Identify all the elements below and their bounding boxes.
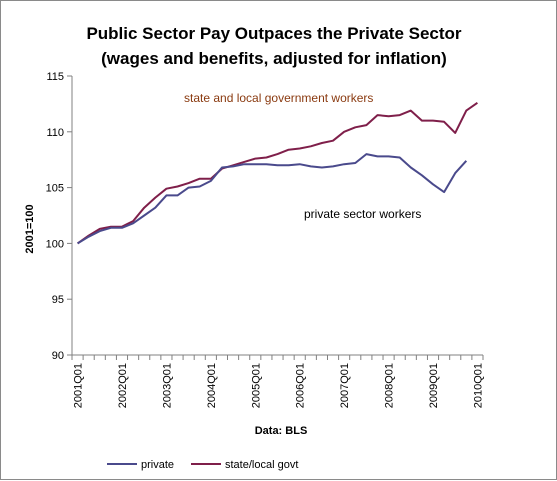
- x-tick-label: 2009Q01: [428, 363, 440, 408]
- y-tick-label: 90: [52, 350, 64, 362]
- x-axis-label: Data: BLS: [255, 425, 308, 437]
- chart-subtitle: (wages and benefits, adjusted for inflat…: [101, 49, 447, 68]
- series-line-state-local-govt: [77, 101, 478, 245]
- series-line-private: [77, 153, 468, 245]
- x-tick-label: 2003Q01: [161, 363, 173, 408]
- y-tick-label: 115: [46, 71, 64, 83]
- x-tick-label: 2007Q01: [339, 363, 351, 408]
- x-tick-label: 2010Q01: [472, 363, 484, 408]
- y-tick-label: 95: [52, 294, 64, 306]
- annotation-private: private sector workers: [304, 207, 421, 221]
- x-tick-label: 2008Q01: [384, 363, 396, 408]
- x-tick-label: 2005Q01: [250, 363, 262, 408]
- axes: 90 95 100 105 110 115 2001Q01 2002Q01 2003Q01 200…: [46, 71, 485, 408]
- y-tick-label: 105: [46, 183, 64, 195]
- legend: private state/local govt: [107, 459, 298, 471]
- annotation-state-local: state and local government workers: [184, 91, 373, 105]
- series-layer: [77, 101, 478, 245]
- y-tick-label: 110: [46, 127, 64, 139]
- x-tick-label: 2002Q01: [117, 363, 129, 408]
- chart-title: Public Sector Pay Outpaces the Private S…: [86, 24, 461, 43]
- x-tick-label: 2001Q01: [73, 363, 85, 408]
- x-tick-label: 2004Q01: [206, 363, 218, 408]
- legend-label-private: private: [141, 459, 174, 471]
- x-tick-label: 2006Q01: [295, 363, 307, 408]
- y-tick-label: 100: [46, 238, 64, 250]
- legend-label-state-local: state/local govt: [225, 459, 298, 471]
- y-axis-label: 2001=100: [24, 204, 36, 253]
